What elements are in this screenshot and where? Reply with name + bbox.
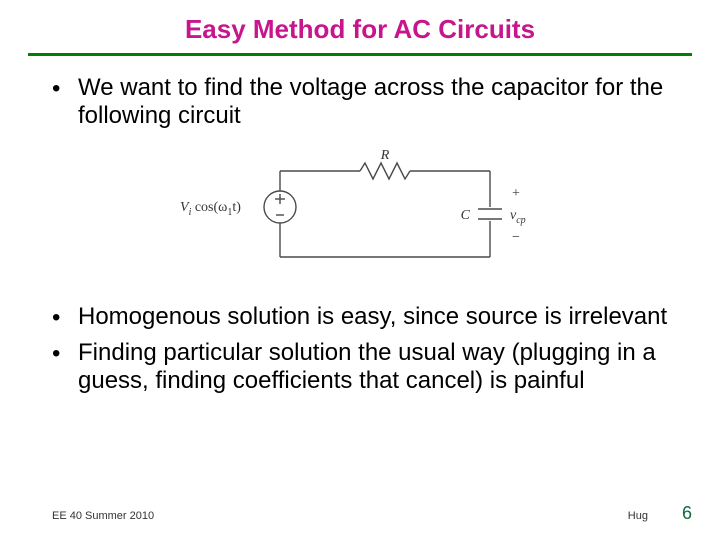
slide-title: Easy Method for AC Circuits <box>185 14 535 45</box>
bullet-item: • Finding particular solution the usual … <box>52 339 668 396</box>
vcp-label: vcp <box>510 208 526 226</box>
vcp-plus: + <box>512 186 520 201</box>
footer-left: EE 40 Summer 2010 <box>52 510 154 522</box>
bullet-marker: • <box>52 303 78 333</box>
resistor-label: R <box>380 149 390 163</box>
bullet-text: Homogenous solution is easy, since sourc… <box>78 303 668 331</box>
footer: EE 40 Summer 2010 Hug 6 <box>0 503 720 524</box>
footer-right: Hug <box>628 510 648 522</box>
capacitor-label: C <box>461 208 471 223</box>
circuit-svg: R C Vi cos(ω1t) + vcp − <box>170 149 550 279</box>
bullet-text: Finding particular solution the usual wa… <box>78 339 668 396</box>
bullet-marker: • <box>52 339 78 369</box>
title-area: Easy Method for AC Circuits <box>0 0 720 45</box>
bullet-marker: • <box>52 74 78 104</box>
bullet-item: • Homogenous solution is easy, since sou… <box>52 303 668 333</box>
bullet-text: We want to find the voltage across the c… <box>78 74 668 131</box>
page-number: 6 <box>682 503 692 524</box>
circuit-diagram: R C Vi cos(ω1t) + vcp − <box>52 149 668 279</box>
source-label: Vi cos(ω1t) <box>180 200 241 218</box>
vcp-minus: − <box>512 230 520 245</box>
body-area: • We want to find the voltage across the… <box>0 56 720 395</box>
bullet-item: • We want to find the voltage across the… <box>52 74 668 131</box>
